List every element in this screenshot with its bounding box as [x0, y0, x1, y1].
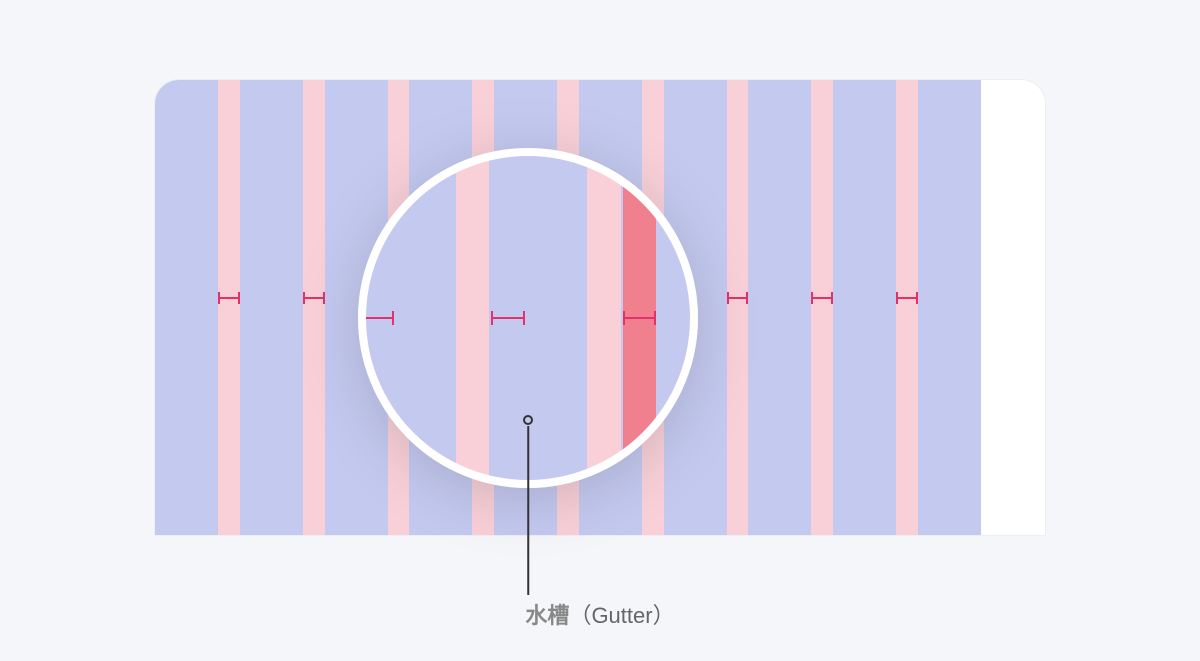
gutter-measure-icon — [727, 292, 749, 304]
grid-column — [748, 80, 811, 535]
gutter-measure-icon — [896, 292, 918, 304]
callout-label-secondary: （Gutter） — [569, 603, 674, 628]
grid-gutter — [811, 80, 833, 535]
gutter-measure-icon — [491, 311, 525, 325]
grid-gutter — [727, 80, 749, 535]
grid-gutter — [456, 148, 490, 488]
grid-gutter — [896, 80, 918, 535]
grid-column — [833, 80, 896, 535]
grid-gutter — [303, 80, 325, 535]
gutter-measure-icon — [811, 292, 833, 304]
gutter-measure-icon — [218, 292, 240, 304]
callout-pointer-dot — [523, 415, 533, 425]
callout-label-primary: 水槽 — [525, 603, 569, 628]
gutter-measure-icon — [623, 311, 657, 325]
gutter-measure-icon — [303, 292, 325, 304]
callout-pointer-line — [527, 426, 529, 595]
diagram-stage: 水槽（Gutter） — [0, 0, 1200, 661]
grid-column — [240, 80, 303, 535]
grid-gutter — [587, 148, 621, 488]
callout-label: 水槽（Gutter） — [525, 598, 674, 630]
grid-gutter — [218, 80, 240, 535]
grid-column — [155, 80, 218, 535]
grid-column — [918, 80, 981, 535]
gutter-measure-icon — [360, 311, 394, 325]
